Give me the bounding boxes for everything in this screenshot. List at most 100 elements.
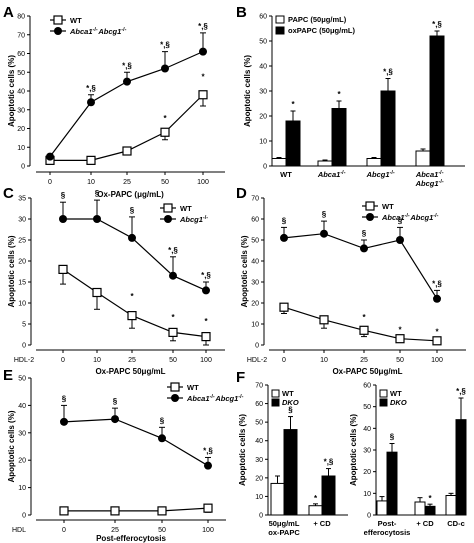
panel-d-y-tick-label: 50 (251, 238, 259, 245)
panel-f-category-label: ox-PAPC (268, 528, 300, 537)
panel-c-x-axis-label: Ox-PAPC 50μg/mL (95, 367, 165, 376)
panel-c-point-circle (128, 233, 136, 242)
panel-e-row-label: HDL (12, 527, 26, 534)
panel-a-legend-label: WT (70, 16, 82, 25)
panel-d-significance-label: *,§ (432, 279, 442, 288)
panel-e-significance-label: § (62, 394, 67, 403)
panel-d-y-tick-label: 0 (255, 343, 259, 350)
panel-c-y-tick-label: 15 (18, 280, 26, 287)
panel-b-category-label: Abcg1-/- (366, 170, 396, 179)
panel-d-point-square (279, 302, 289, 312)
panel-f2-bar (386, 451, 398, 516)
panel-a-point-circle (87, 98, 95, 107)
panel-f2-legend-label: WT (390, 389, 402, 398)
panel-c-x-tick-label: 25 (128, 357, 136, 364)
panel-c-series-line (62, 268, 207, 338)
panel-a-point-square (198, 90, 208, 100)
panel-a-letter: A (3, 4, 14, 21)
panel-e-significance-label: *,§ (203, 446, 213, 455)
panel-f-y-tick-label: 60 (255, 401, 263, 408)
panel-a-y-tick-label: 0 (21, 164, 25, 171)
panel-d-row-label: HDL-2 (247, 357, 267, 364)
panel-f-y-tick-label: 40 (255, 438, 263, 445)
panel-e-legend-label: Abca1-/- Abcg1-/- (186, 394, 244, 403)
panel-f2-y-tick-label: 30 (363, 448, 371, 455)
panel-c-x-tick-label: 50 (169, 357, 177, 364)
panel-f2-bar (455, 419, 467, 516)
panel-c-y-axis-label: Apoptotic cells (%) (7, 235, 16, 307)
panel-b-legend-swatch (275, 26, 285, 35)
panel-e-point-circle (111, 415, 119, 424)
panel-d-point-square (319, 315, 329, 325)
panel-c-point-circle (59, 215, 67, 223)
panel-b-letter: B (236, 4, 247, 21)
panel-f-bar (308, 505, 323, 516)
panel-c-point-square (92, 287, 102, 298)
panel-d-y-tick-label: 40 (251, 259, 259, 266)
panel-f2-bar (376, 500, 388, 516)
panel-d-x-tick-label: 50 (396, 357, 404, 364)
panel-f-significance-label: *,§ (324, 458, 334, 467)
panel-c-significance-label: § (130, 206, 135, 215)
panel-b-bar (331, 108, 347, 167)
panel-d-point-square (432, 336, 442, 346)
panel-c-x-tick-label: 100 (200, 357, 212, 364)
panel-d-significance-label: * (362, 313, 366, 322)
panel-d-letter: D (236, 185, 247, 202)
panel-e-point-square (110, 506, 120, 516)
panel-a-significance-label: * (163, 114, 167, 123)
panel-d-significance-label: § (322, 210, 327, 219)
panel-a-x-tick-label: 25 (123, 179, 131, 186)
panel-f2-y-axis-label: Apoptotic cells (%) (349, 414, 358, 486)
panel-a-point-circle (199, 47, 207, 56)
panel-c-letter: C (3, 185, 14, 202)
panel-e-legend-circle (171, 394, 179, 402)
panel-d-series-line (283, 233, 438, 300)
panel-e-legend-square (170, 382, 180, 392)
panel-d-significance-label: § (398, 216, 403, 225)
panel-b-significance-label: * (291, 100, 295, 109)
panel-b-y-tick-label: 30 (259, 89, 267, 96)
panel-a-y-tick-label: 20 (17, 126, 25, 133)
panel-a-y-tick-label: 80 (17, 14, 25, 21)
panel-e-x-tick-label: 50 (158, 527, 166, 534)
panel-a-point-square (86, 155, 96, 165)
panel-a-significance-label: *,§ (86, 84, 96, 93)
panel-b-significance-label: *,§ (432, 20, 442, 29)
panel-a-significance-label: *,§ (198, 22, 208, 31)
panel-b-y-axis-label: Apoptotic cells (%) (243, 55, 252, 127)
panel-e-x-axis-label: Post-efferocytosis (96, 534, 166, 543)
panel-b-bar (366, 158, 382, 167)
panel-f2-category-label: efferocytosis (364, 528, 411, 537)
panel-d-point-square (359, 325, 369, 335)
panel-e-point-square (157, 506, 167, 516)
panel-c-legend-circle (164, 215, 172, 223)
panel-f2-significance-label: *,§ (456, 387, 466, 396)
panel-e-x-tick-label: 25 (111, 527, 119, 534)
panel-d-significance-label: * (435, 328, 439, 337)
panel-e-y-axis-label: Apoptotic cells (%) (7, 410, 16, 482)
panel-c-series-line (63, 218, 207, 291)
panel-e-significance-label: § (113, 397, 118, 406)
panel-e-x-tick-label: 0 (62, 527, 66, 534)
panel-c-significance-label: *,§ (168, 246, 178, 255)
panel-c-y-tick-label: 10 (18, 301, 26, 308)
panel-d-significance-label: § (282, 216, 287, 225)
panel-d-x-axis-label: Ox-PAPC 50μg/mL (332, 367, 402, 376)
panel-a-x-tick-label: 0 (48, 179, 52, 186)
panel-b-y-tick-label: 60 (259, 14, 267, 21)
panel-f-bar (283, 429, 298, 516)
panel-f-y-tick-label: 30 (255, 457, 263, 464)
panel-a-point-circle (161, 64, 169, 73)
panel-e-y-tick-label: 0 (22, 513, 26, 520)
panel-f2-bar (424, 505, 436, 516)
panel-b-category-label: Abcg1-/- (415, 179, 445, 188)
panel-b-y-tick-label: 0 (263, 164, 267, 171)
panel-f-y-tick-label: 0 (259, 513, 263, 520)
panel-a-y-tick-label: 50 (17, 70, 25, 77)
panel-a-significance-label: * (201, 73, 205, 82)
panel-d-legend-square (365, 201, 375, 211)
panel-e-series-line (64, 507, 209, 512)
panel-a-legend-label: Abca1-/- Abcg1-/- (69, 27, 127, 36)
panel-f2-significance-label: * (428, 494, 432, 503)
